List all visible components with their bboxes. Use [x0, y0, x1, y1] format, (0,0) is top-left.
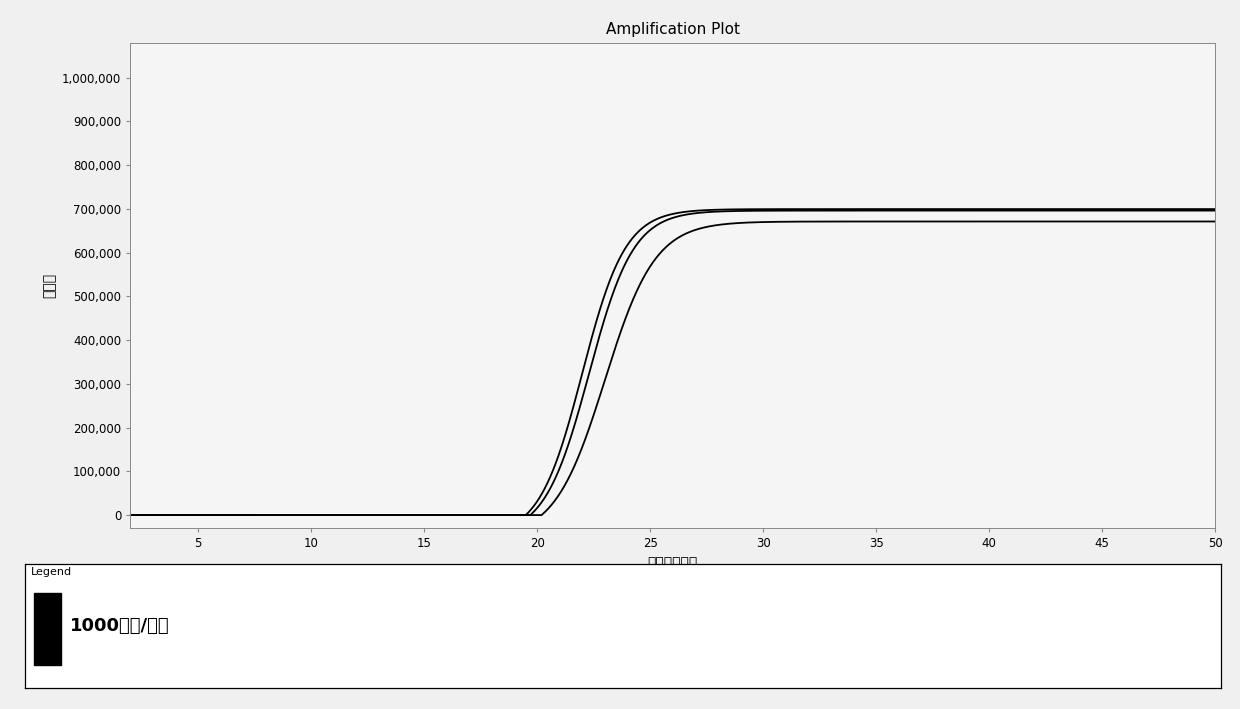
- X-axis label: 时间（分钟）: 时间（分钟）: [647, 556, 698, 570]
- Text: 1000拷贝/微升: 1000拷贝/微升: [71, 617, 170, 635]
- Bar: [35, 593, 61, 665]
- Title: Amplification Plot: Amplification Plot: [605, 22, 740, 37]
- Text: Legend: Legend: [31, 567, 72, 577]
- Y-axis label: 荧光値: 荧光値: [42, 273, 56, 298]
